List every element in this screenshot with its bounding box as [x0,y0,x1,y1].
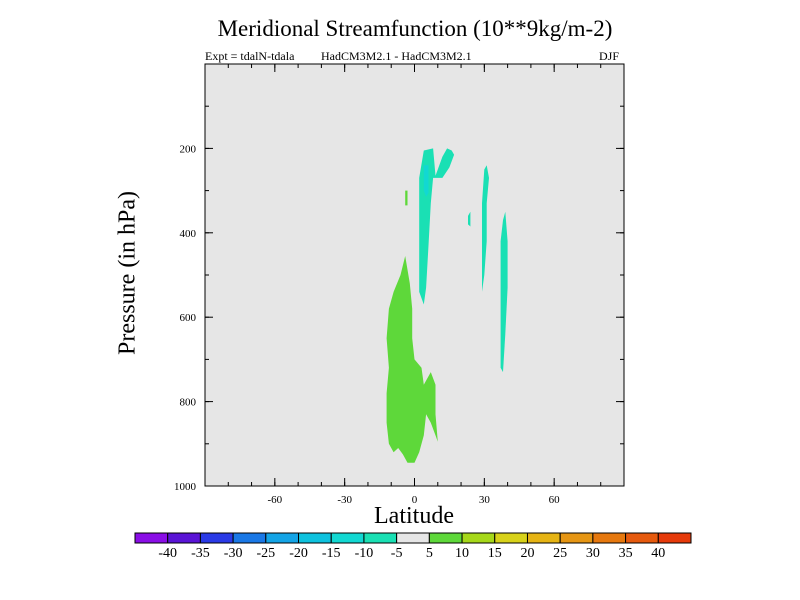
chart-title: Meridional Streamfunction (10**9kg/m-2) [217,16,613,41]
y-axis-label: Pressure (in hPa) [114,191,141,355]
y-tick-label: 400 [180,228,197,240]
colorbar-swatch [330,532,365,544]
colorbar-swatch [494,532,528,544]
colorbar-label: 5 [426,546,433,561]
colorbar-label: 25 [553,546,567,561]
colorbar-label: 30 [586,546,600,561]
colorbar-swatch [526,532,561,544]
colorbar-label: 40 [651,546,665,561]
colorbar-swatch [592,532,627,544]
colorbar-swatch [265,532,300,544]
y-tick-label: 600 [180,312,197,324]
x-tick-label: -60 [267,494,282,506]
colorbar-swatch [134,532,169,544]
colorbar-label: -30 [224,546,243,561]
x-tick-label: 0 [412,494,418,506]
colorbar-swatch [461,532,496,544]
colorbar-label: -25 [256,546,275,561]
contour-region [468,211,471,227]
colorbar-swatch [298,532,332,544]
season-label: DJF [599,49,620,63]
x-tick-label: 30 [479,494,491,506]
colorbar-label: 10 [455,546,469,561]
contour-region [405,190,408,206]
colorbar-label: 20 [520,546,534,561]
contour-region [500,211,508,373]
colorbar-label: -35 [191,546,210,561]
contour-region [423,165,429,197]
colorbar-swatch [199,532,234,544]
colorbar-swatch [559,532,594,544]
contour-region [386,256,438,463]
y-tick-label: 200 [180,143,197,155]
contour-region [482,165,489,292]
colorbar-swatch [167,532,201,544]
colorbar-label: 35 [619,546,633,561]
x-tick-label: -30 [337,494,352,506]
colorbar-swatch [428,532,463,544]
x-axis-label: Latitude [374,503,454,529]
x-tick-label: 60 [549,494,561,506]
colorbar-swatch [232,532,267,544]
colorbar-label: 15 [488,546,502,561]
colorbar-swatch [625,532,659,544]
colorbar-swatch [363,532,398,544]
colorbar-label: -10 [355,546,374,561]
experiment-label: Expt = tdalN-tdala [205,49,295,63]
colorbar-label: -20 [289,546,308,561]
colorbar-swatch [657,532,692,544]
colorbar-label: -15 [322,546,341,561]
colorbar-label: -40 [158,546,177,561]
model-comparison-label: HadCM3M2.1 - HadCM3M2.1 [321,49,472,63]
colorbar-swatch [396,532,430,544]
colorbar-label: -5 [391,546,403,561]
y-tick-label: 1000 [174,481,197,493]
y-tick-label: 800 [180,397,197,409]
